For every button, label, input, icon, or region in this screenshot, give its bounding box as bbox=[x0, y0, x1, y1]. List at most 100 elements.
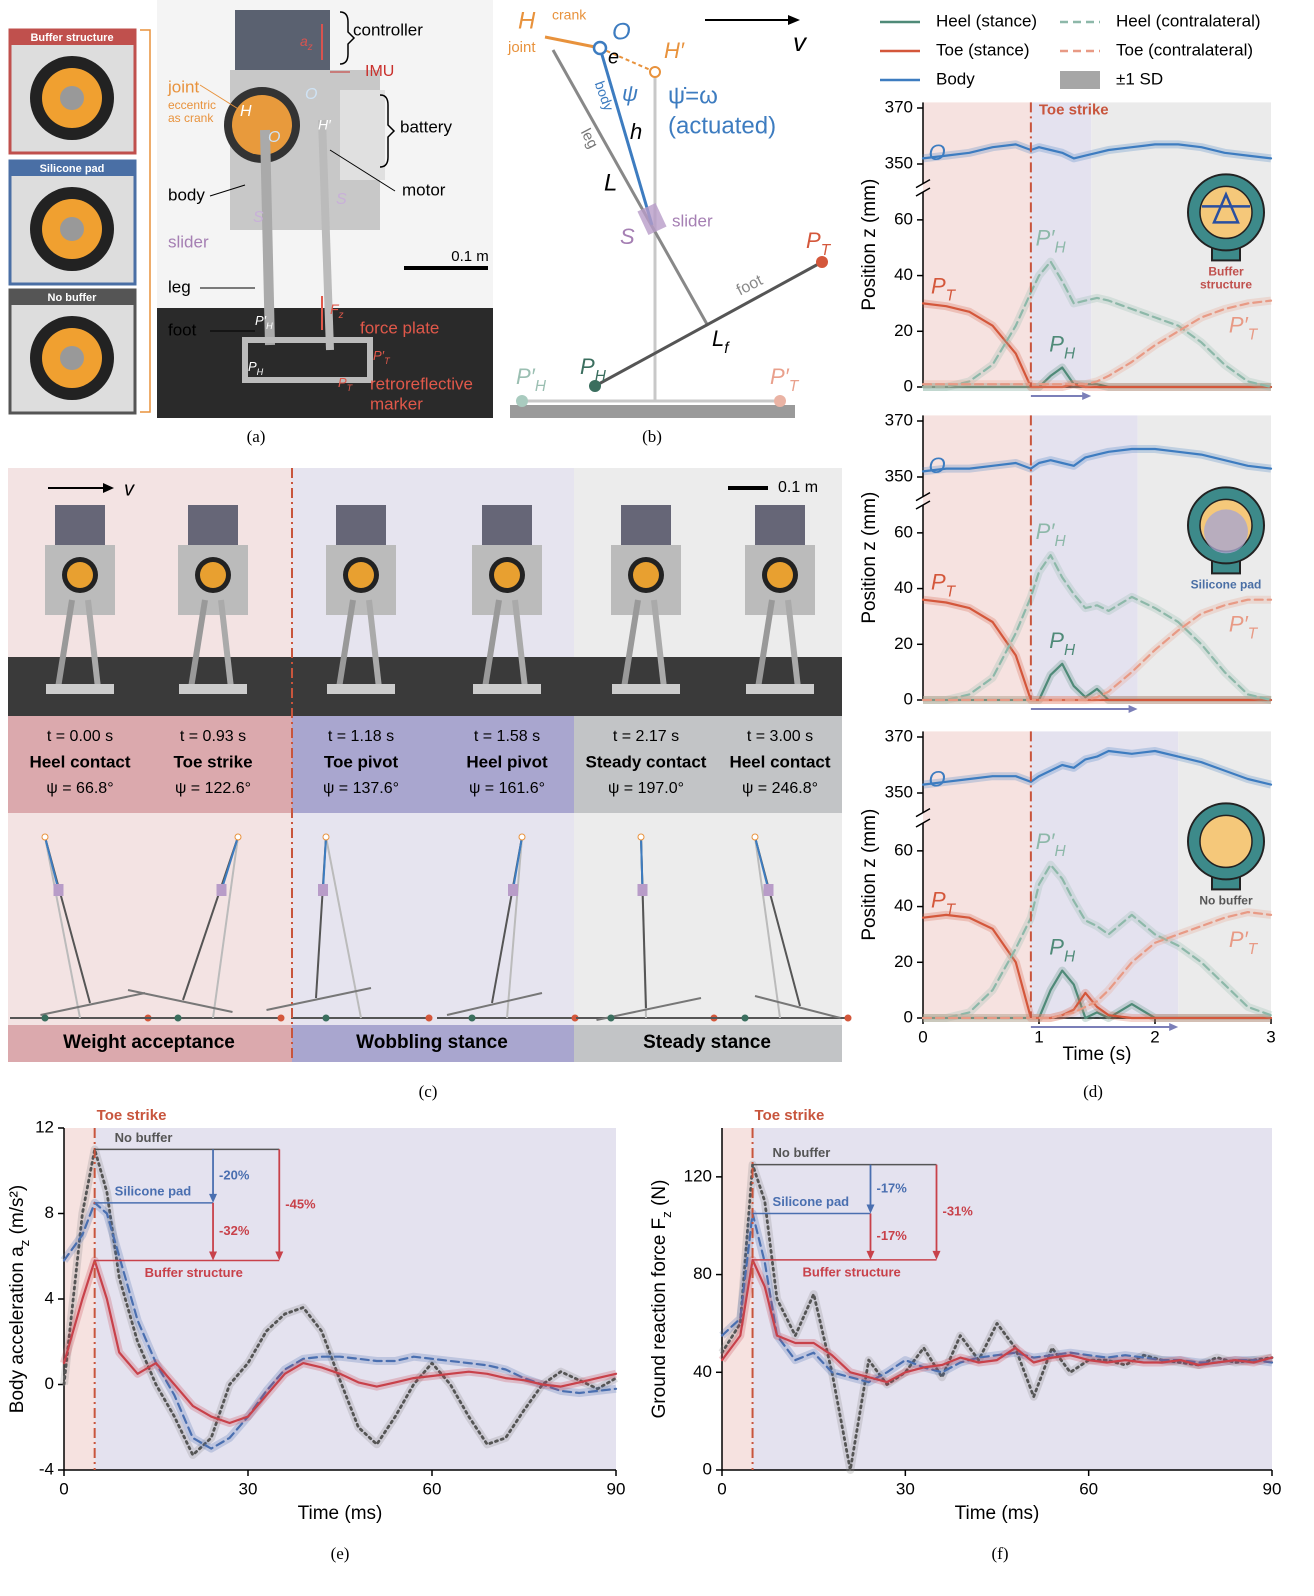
series-label-part: T bbox=[1248, 625, 1259, 642]
heel-dot bbox=[742, 1015, 749, 1022]
label: O bbox=[305, 86, 317, 103]
stage-label: Weight acceptance bbox=[63, 1032, 235, 1053]
y-axis-label: Position z (mm) bbox=[859, 809, 880, 941]
y-tick-label: 40 bbox=[894, 896, 913, 915]
y-tick-label: 20 bbox=[894, 634, 913, 653]
toe-strike-label: Toe strike bbox=[1039, 101, 1109, 118]
series-label-part: P′ bbox=[1229, 927, 1249, 952]
series-label-part: P′ bbox=[1036, 225, 1056, 250]
label: (actuated) bbox=[668, 112, 776, 139]
x-tick-label: 2 bbox=[1150, 1027, 1159, 1046]
series-name: Buffer structure bbox=[145, 1265, 243, 1280]
robot-crank bbox=[633, 562, 659, 588]
label-part: T bbox=[821, 242, 832, 259]
label: O bbox=[612, 18, 631, 45]
label: S bbox=[336, 191, 347, 208]
inset-title: Buffer structure bbox=[30, 32, 113, 44]
label: marker bbox=[370, 394, 423, 413]
label: H′ bbox=[318, 117, 332, 133]
heel-dot bbox=[608, 1015, 615, 1022]
slider bbox=[638, 884, 648, 896]
robot-head bbox=[336, 505, 386, 545]
legend-label: Body bbox=[936, 69, 975, 88]
floor bbox=[8, 657, 842, 716]
inset-label: Buffer bbox=[1208, 265, 1244, 279]
series-label-part: H bbox=[1064, 948, 1076, 965]
y-tick-label: 60 bbox=[894, 209, 913, 228]
y-axis-label-part: (m/s²) bbox=[7, 1185, 28, 1240]
label-part: H bbox=[257, 367, 264, 377]
legend-label: Heel (stance) bbox=[936, 11, 1037, 30]
wobble-arrowhead bbox=[1169, 1023, 1178, 1031]
series-label-part: T bbox=[1248, 326, 1259, 343]
robot-head bbox=[482, 505, 532, 545]
heel-dot bbox=[175, 1015, 182, 1022]
toe-strike-label: Toe strike bbox=[755, 1107, 825, 1124]
label: PT bbox=[806, 228, 832, 259]
toe-dot bbox=[845, 1015, 852, 1022]
label: leg bbox=[168, 277, 191, 296]
scale-label: 0.1 m bbox=[778, 479, 818, 496]
y-tick-label: 20 bbox=[894, 321, 913, 340]
y-tick-label: 8 bbox=[45, 1203, 54, 1222]
frame-time: t = 0.00 s bbox=[47, 728, 113, 745]
series-label-part: H bbox=[1054, 239, 1066, 256]
robot-head bbox=[755, 505, 805, 545]
caption: (e) bbox=[331, 1544, 350, 1563]
inset-label: structure bbox=[1200, 278, 1252, 292]
label-part: a bbox=[300, 33, 308, 49]
series-label-part: T bbox=[946, 583, 957, 600]
label: as crank bbox=[168, 111, 214, 125]
series-label: O bbox=[928, 140, 945, 165]
series-label-part: P′ bbox=[1229, 312, 1249, 337]
series-label-part: T bbox=[1248, 940, 1259, 957]
stick-bg bbox=[8, 813, 292, 1025]
series-name: No buffer bbox=[115, 1130, 173, 1145]
label: S bbox=[620, 224, 635, 249]
x-tick-label: 30 bbox=[239, 1479, 258, 1498]
robot-foot bbox=[179, 684, 247, 694]
label: slider bbox=[168, 232, 209, 251]
series-label-part: P bbox=[1049, 628, 1064, 653]
label: eccentric bbox=[168, 98, 216, 112]
inset-core bbox=[1200, 815, 1252, 867]
label: joint bbox=[167, 77, 199, 96]
phase-bg bbox=[753, 1128, 1272, 1470]
robot-head bbox=[188, 505, 238, 545]
toe-dot bbox=[426, 1015, 433, 1022]
stick-bg bbox=[574, 813, 842, 1025]
label: v bbox=[793, 27, 808, 57]
v-label: v bbox=[124, 478, 135, 500]
y-tick-label: 60 bbox=[894, 840, 913, 859]
label: H bbox=[240, 103, 252, 120]
y-tick-label: 0 bbox=[45, 1374, 54, 1393]
label: retroreflective bbox=[370, 374, 473, 393]
slider bbox=[217, 884, 227, 896]
content: Buffer structureSilicone padNo buffercon… bbox=[7, 7, 1281, 1563]
label: ψ̇=ω bbox=[668, 82, 718, 109]
legend-swatch bbox=[1060, 71, 1100, 89]
frame-event: Heel contact bbox=[729, 752, 830, 771]
reduction-label: -45% bbox=[285, 1196, 316, 1211]
label: joint bbox=[507, 39, 536, 56]
label-part: z bbox=[307, 42, 313, 53]
legend-label: Heel (contralateral) bbox=[1116, 11, 1261, 30]
y-tick-label: 370 bbox=[885, 726, 913, 745]
label-part: H bbox=[266, 321, 273, 331]
frame-psi: ψ = 197.0° bbox=[608, 780, 684, 797]
series-label-part: P bbox=[931, 273, 946, 298]
caption: (a) bbox=[247, 427, 266, 446]
reduction-label: -17% bbox=[877, 1181, 908, 1196]
label: battery bbox=[400, 117, 452, 136]
label: crank bbox=[552, 7, 587, 23]
robot-crank bbox=[494, 562, 520, 588]
label: body bbox=[168, 185, 205, 204]
robot-foot bbox=[473, 684, 541, 694]
series-label-part: H bbox=[1054, 533, 1066, 550]
y-tick-label: 40 bbox=[693, 1362, 712, 1381]
y-tick-label: 350 bbox=[885, 466, 913, 485]
y-tick-label: 12 bbox=[35, 1117, 54, 1136]
y-axis-label-part: Body acceleration a bbox=[7, 1246, 28, 1413]
x-axis-label: Time (ms) bbox=[298, 1503, 383, 1524]
y-axis-label-part: z bbox=[17, 1240, 32, 1247]
